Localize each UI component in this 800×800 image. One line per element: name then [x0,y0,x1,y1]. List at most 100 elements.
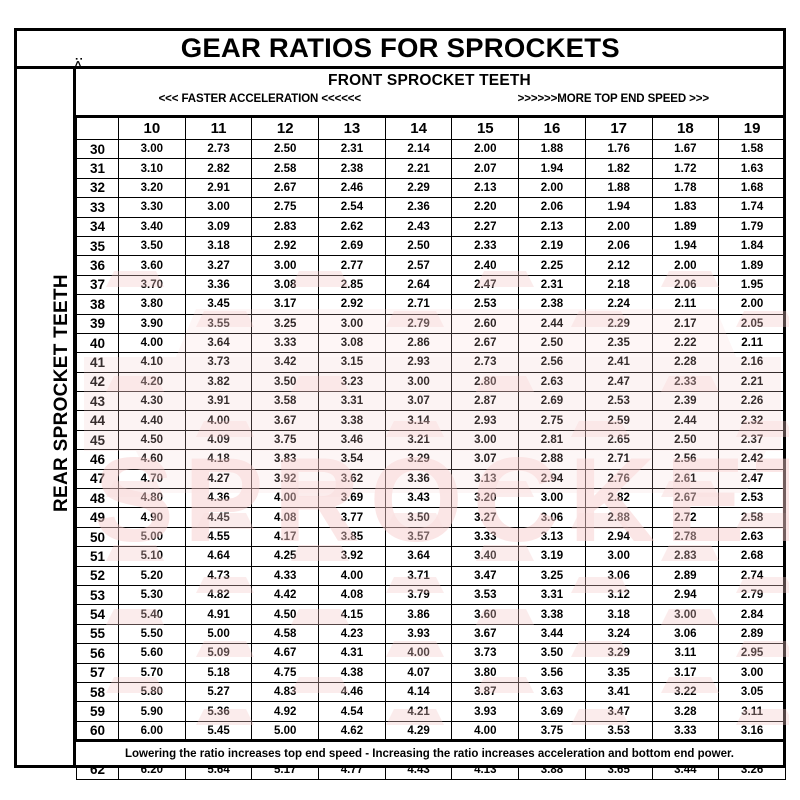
ratio-cell-31-10: 3.10 [118,158,186,179]
table-row: 37 3.70 3.36 3.08 2.85 2.64 2.47 2.31 2.18 2.06 1.… [76,274,786,296]
ratio-cell-40-17: 2.35 [584,332,653,354]
ratio-cell-30-11: 2.73 [184,138,253,160]
ratio-cell-34-11: 3.09 [184,216,253,237]
row-header-rear-46: 46 [76,449,119,470]
ratio-cell-58-10: 5.80 [118,681,186,703]
ratio-cell-49-16: 3.06 [518,507,586,528]
row-header-rear-36: 36 [76,255,119,276]
ratio-cell-44-11: 4.00 [184,410,253,431]
ratio-cell-57-11: 5.18 [184,662,253,683]
ratio-cell-57-12: 4.75 [251,662,320,683]
ratio-cell-42-13: 3.23 [318,371,386,393]
ratio-cell-38-18: 2.11 [651,294,720,315]
ratio-cell-47-19: 2.47 [718,468,786,490]
ratio-cell-30-18: 1.67 [651,138,720,160]
table-row: 30 3.00 2.73 2.50 2.31 2.14 2.00 1.88 1.76 1.67 1.… [76,138,786,160]
column-header-front-14: 14 [384,117,453,140]
ratio-cell-46-16: 2.88 [518,449,586,470]
ratio-cell-31-15: 2.07 [451,158,520,179]
ratio-cell-58-13: 4.46 [318,681,386,703]
ratio-cell-50-14: 3.57 [384,526,453,548]
ratio-cell-48-15: 3.20 [451,488,520,509]
ratio-cell-54-19: 2.84 [718,604,786,625]
ratio-cell-48-18: 2.67 [651,488,720,509]
ratio-cell-60-16: 3.75 [518,720,586,742]
ratio-cell-59-12: 4.92 [251,701,320,722]
ratio-cell-43-15: 2.87 [451,391,520,412]
ratio-cell-32-11: 2.91 [184,177,253,199]
table-row: 31 3.10 2.82 2.58 2.38 2.21 2.07 1.94 1.82 1.72 1.… [76,158,786,179]
ratio-cell-33-19: 1.74 [718,197,786,218]
row-header-rear-47: 47 [76,468,119,490]
ratio-cell-51-18: 2.83 [651,546,720,567]
column-header-front-13: 13 [318,117,386,140]
ratio-cell-59-11: 5.36 [184,701,253,722]
ratio-cell-58-17: 3.41 [584,681,653,703]
ratio-cell-55-14: 3.93 [384,623,453,645]
ratio-cell-56-18: 3.11 [651,643,720,664]
row-header-rear-37: 37 [76,274,119,296]
ratio-cell-38-11: 3.45 [184,294,253,315]
ratio-cell-54-14: 3.86 [384,604,453,625]
ratio-cell-42-11: 3.82 [184,371,253,393]
ratio-cell-33-16: 2.06 [518,197,586,218]
ratio-cell-44-15: 2.93 [451,410,520,431]
ratio-cell-34-18: 1.89 [651,216,720,237]
footer-note: Lowering the ratio increases top end spe… [76,739,783,765]
row-header-rear-31: 31 [76,158,119,179]
row-header-rear-58: 58 [76,681,119,703]
ratio-cell-36-12: 3.00 [251,255,320,276]
ratio-cell-45-11: 4.09 [184,429,253,451]
ratio-cell-30-10: 3.00 [118,138,186,160]
ratio-cell-53-11: 4.82 [184,584,253,606]
ratio-cell-51-17: 3.00 [584,546,653,567]
table-body: 30 3.00 2.73 2.50 2.31 2.14 2.00 1.88 1.76 1.67 1.… [76,138,786,780]
table-row: 35 3.50 3.18 2.92 2.69 2.50 2.33 2.19 2.06 1.94 1.… [76,235,786,257]
table-row: 49 4.90 4.45 4.08 3.77 3.50 3.27 3.06 2.88 2.72 2.… [76,507,786,528]
ratio-cell-44-10: 4.40 [118,410,186,431]
ratio-cell-51-15: 3.40 [451,546,520,567]
ratio-cell-33-11: 3.00 [184,197,253,218]
table-row: 48 4.80 4.36 4.00 3.69 3.43 3.20 3.00 2.82 2.67 2.… [76,488,786,509]
ratio-cell-39-10: 3.90 [118,313,186,334]
ratio-cell-47-14: 3.36 [384,468,453,490]
ratio-cell-38-12: 3.17 [251,294,320,315]
ratio-cell-45-18: 2.50 [651,429,720,451]
ratio-cell-36-17: 2.12 [584,255,653,276]
ratio-cell-45-16: 2.81 [518,429,586,451]
table-row: 32 3.20 2.91 2.67 2.46 2.29 2.13 2.00 1.88 1.78 1.… [76,177,786,199]
ratio-cell-45-14: 3.21 [384,429,453,451]
ratio-cell-43-14: 3.07 [384,391,453,412]
ratio-cell-54-11: 4.91 [184,604,253,625]
table-row: 46 4.60 4.18 3.83 3.54 3.29 3.07 2.88 2.71 2.56 2.… [76,449,786,470]
ratio-cell-56-12: 4.67 [251,643,320,664]
ratio-cell-38-14: 2.71 [384,294,453,315]
ratio-cell-53-12: 4.42 [251,584,320,606]
ratio-cell-51-13: 3.92 [318,546,386,567]
ratio-cell-40-16: 2.50 [518,332,586,354]
front-sprocket-header: FRONT SPROCKET TEETH <<< FASTER ACCELERA… [76,69,783,117]
ratio-cell-46-19: 2.42 [718,449,786,470]
ratio-cell-49-17: 2.88 [584,507,653,528]
ratio-cell-58-15: 3.87 [451,681,520,703]
table-row: 41 4.10 3.73 3.42 3.15 2.93 2.73 2.56 2.41 2.28 2.… [76,352,786,373]
row-header-rear-38: 38 [76,294,119,315]
ratio-cell-59-18: 3.28 [651,701,720,722]
ratio-cell-58-16: 3.63 [518,681,586,703]
ratio-cell-38-16: 2.38 [518,294,586,315]
ratio-cell-48-19: 2.53 [718,488,786,509]
ratio-cell-34-16: 2.13 [518,216,586,237]
ratio-cell-35-17: 2.06 [584,235,653,257]
ratio-cell-46-12: 3.83 [251,449,320,470]
ratio-cell-52-13: 4.00 [318,565,386,586]
ratio-cell-49-15: 3.27 [451,507,520,528]
ratio-cell-49-11: 4.45 [184,507,253,528]
ratio-cell-42-18: 2.33 [651,371,720,393]
ratio-cell-56-10: 5.60 [118,643,186,664]
column-header-front-15: 15 [451,117,520,140]
ratio-cell-59-16: 3.69 [518,701,586,722]
ratio-cell-41-16: 2.56 [518,352,586,373]
poster-title-bar: GEAR RATIOS FOR SPROCKETS [17,31,783,69]
ratio-cell-58-19: 3.05 [718,681,786,703]
ratio-cell-50-19: 2.63 [718,526,786,548]
